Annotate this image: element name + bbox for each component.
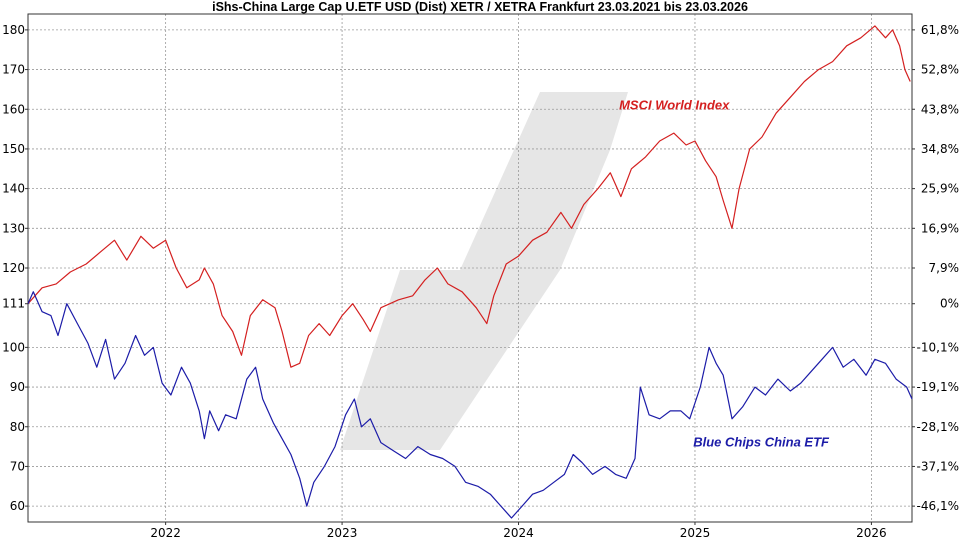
chart-title: iShs-China Large Cap U.ETF USD (Dist) XE… (212, 0, 748, 14)
y-axis-left: 60 70 80 90 100 111 120 130 140 150 160 170 180 (2, 23, 28, 513)
annotation-label: Blue Chips China ETF (693, 435, 830, 450)
y-tick-label-right: 25,9% (921, 182, 959, 196)
y-tick-label-left: 70 (10, 459, 25, 473)
x-tick-label: 2023 (327, 526, 358, 540)
y-tick-label-right: 16,9% (921, 221, 959, 235)
y-tick-label-right: -37,1% (917, 459, 959, 473)
watermark-logo (340, 92, 628, 450)
y-tick-label-left: 100 (2, 340, 25, 354)
y-tick-label-left: 130 (2, 221, 25, 235)
y-tick-label-left: 111 (2, 297, 25, 311)
y-tick-label-right: 7,9% (929, 261, 960, 275)
grid-lines (28, 14, 912, 522)
y-tick-label-right: 0% (940, 297, 959, 311)
x-tick-label: 2024 (503, 526, 534, 540)
y-tick-label-left: 140 (2, 182, 25, 196)
y-tick-label-right: 61,8% (921, 23, 959, 37)
x-tick-label: 2025 (680, 526, 711, 540)
x-tick-label: 2026 (856, 526, 887, 540)
series-labels: MSCI World Index Blue Chips China ETF (619, 97, 830, 449)
y-tick-label-right: -19,1% (917, 380, 959, 394)
annotation-label: MSCI World Index (619, 97, 730, 112)
y-tick-label-left: 180 (2, 23, 25, 37)
y-tick-label-right: -10,1% (917, 340, 959, 354)
y-tick-label-left: 80 (10, 420, 25, 434)
y-tick-label-left: 150 (2, 142, 25, 156)
y-tick-label-left: 60 (10, 499, 25, 513)
series-layer (27, 25, 913, 519)
series-line-msci-world-index (27, 25, 911, 368)
y-tick-label-right: 43,8% (921, 102, 959, 116)
y-tick-label-left: 170 (2, 63, 25, 77)
y-tick-label-right: 52,8% (921, 63, 959, 77)
y-tick-label-right: -28,1% (917, 420, 959, 434)
y-axis-right: 61,8% 52,8% 43,8% 34,8% 25,9% 16,9% 7,9% 0% -10,… (912, 23, 959, 513)
y-tick-label-left: 120 (2, 261, 25, 275)
y-tick-label-left: 90 (10, 380, 25, 394)
y-tick-label-right: 34,8% (921, 142, 959, 156)
y-tick-label-left: 160 (2, 102, 25, 116)
x-axis: 2022 2023 2024 2025 2026 (150, 522, 887, 540)
x-tick-label: 2022 (150, 526, 181, 540)
watermark-shape (340, 92, 628, 450)
series-line-blue-chips-china-etf (27, 291, 913, 519)
y-tick-label-right: -46,1% (917, 499, 959, 513)
